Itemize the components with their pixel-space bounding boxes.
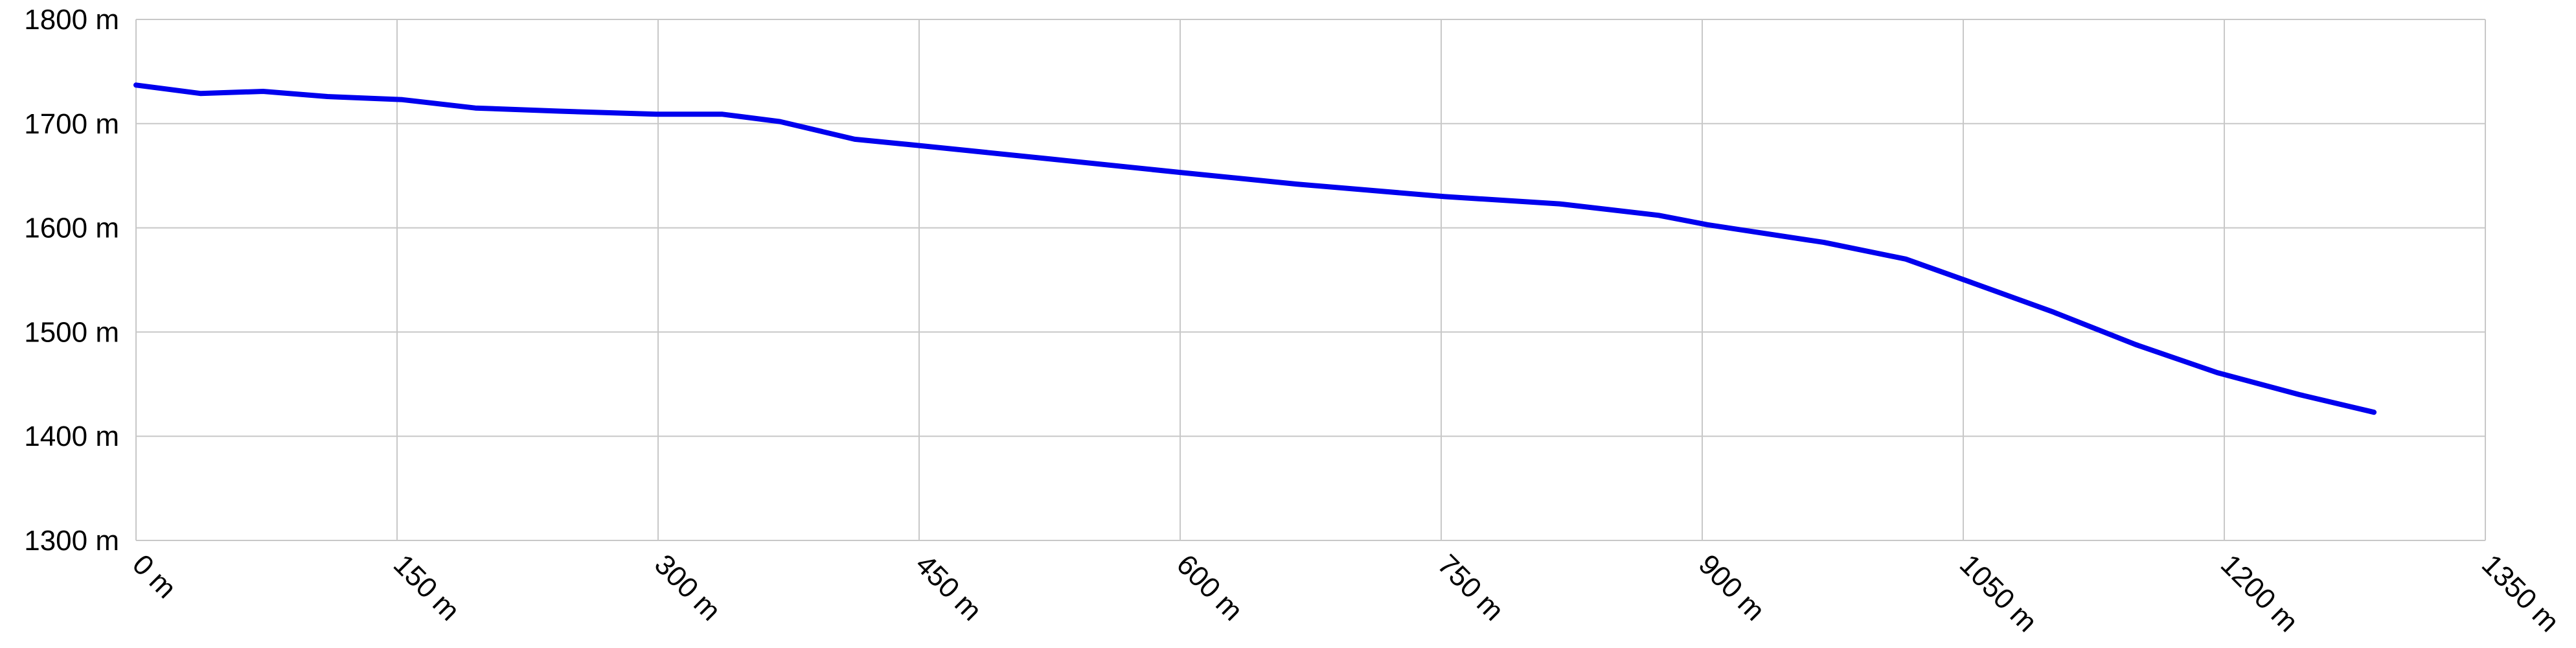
x-tick-label: 150 m [387, 548, 466, 627]
x-tick-label: 450 m [909, 548, 988, 627]
x-tick-label: 1200 m [2215, 548, 2304, 638]
x-tick-label: 300 m [648, 548, 727, 627]
x-tick-label: 900 m [1693, 548, 1771, 627]
x-tick-label: 1050 m [1954, 548, 2043, 638]
x-tick-label: 1350 m [2476, 548, 2565, 638]
x-tick-label: 750 m [1431, 548, 1510, 627]
x-tick-label: 0 m [126, 548, 183, 605]
y-tick-label: 1700 m [24, 108, 119, 140]
y-tick-label: 1800 m [24, 4, 119, 36]
x-tick-label: 600 m [1170, 548, 1249, 627]
y-tick-label: 1500 m [24, 316, 119, 348]
series-line [133, 82, 2377, 415]
y-tick-label: 1400 m [24, 421, 119, 452]
y-tick-label: 1600 m [24, 213, 119, 244]
y-tick-label: 1300 m [24, 525, 119, 557]
